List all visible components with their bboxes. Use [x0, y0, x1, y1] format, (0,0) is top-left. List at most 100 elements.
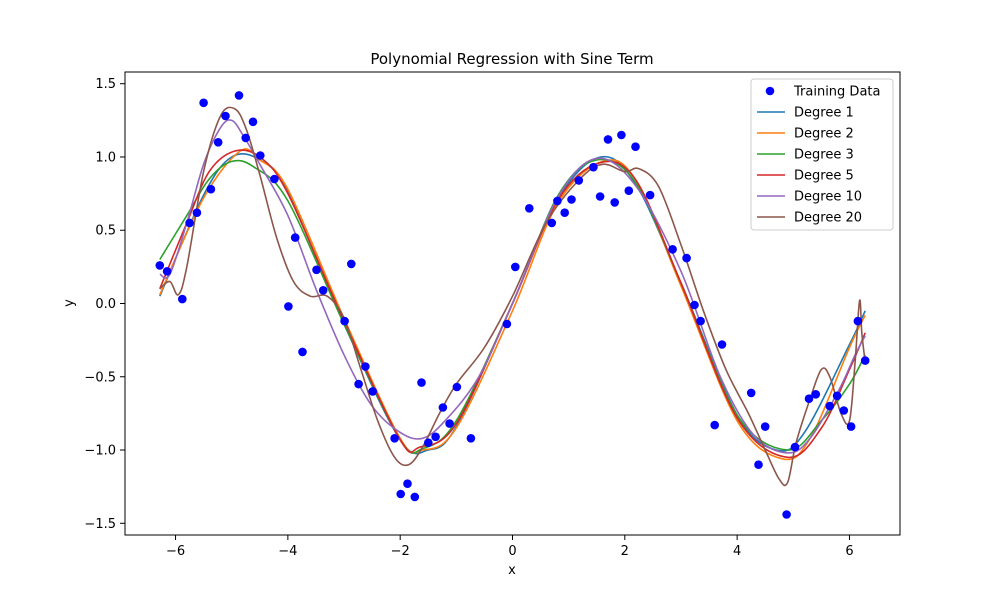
training-point: [610, 198, 619, 207]
training-point: [255, 151, 265, 160]
legend-label: Degree 1: [794, 106, 854, 121]
training-point: [682, 253, 691, 263]
training-point: [567, 195, 576, 204]
legend-box: [750, 78, 894, 231]
training-point: [754, 460, 763, 470]
training-point: [155, 261, 165, 270]
training-point: [839, 406, 849, 415]
x-tick-label: −2: [391, 544, 410, 559]
training-point: [234, 91, 244, 100]
series-line-degree-20: [159, 106, 866, 487]
x-tick-label: −6: [166, 544, 185, 559]
training-point: [574, 176, 584, 185]
training-point: [438, 403, 448, 412]
legend-label: Degree 5: [794, 169, 854, 184]
training-point: [241, 133, 250, 143]
y-axis: −1.5 −1.0 −0.5 0.0 0.5 1.0 1.5: [84, 77, 125, 532]
training-point: [298, 347, 307, 357]
legend: Training Data Degree 1 Degree 2 Degree 3 Deg…: [750, 78, 894, 231]
training-point: [696, 316, 705, 326]
training-point: [811, 390, 821, 399]
legend-label: Degree 20: [794, 211, 862, 226]
training-point: [690, 300, 699, 310]
training-point: [782, 510, 791, 519]
training-point: [560, 208, 569, 217]
legend-label: Degree 3: [794, 148, 854, 163]
training-point: [318, 286, 328, 295]
legend-swatch: [765, 86, 775, 96]
training-point: [410, 492, 420, 502]
training-point: [206, 184, 216, 194]
training-point: [717, 340, 727, 349]
y-axis-label: y: [62, 299, 77, 307]
x-axis-label: x: [508, 563, 516, 578]
y-tick-label: −0.5: [84, 370, 116, 385]
scatter-layer: [155, 91, 870, 519]
training-point: [617, 130, 626, 140]
training-point: [525, 204, 534, 213]
y-tick-label: 0.5: [95, 224, 116, 239]
training-point: [466, 434, 476, 443]
y-tick-label: 0.0: [95, 297, 116, 312]
x-tick-label: 0: [508, 544, 516, 559]
training-point: [511, 262, 520, 272]
chart-title: Polynomial Regression with Sine Term: [370, 50, 653, 68]
training-point: [417, 378, 426, 387]
training-point: [162, 267, 172, 276]
training-point: [832, 391, 842, 401]
training-point: [312, 265, 321, 275]
training-point: [403, 479, 412, 489]
y-tick-label: 1.0: [95, 150, 116, 165]
training-point: [452, 382, 462, 392]
training-point: [290, 233, 300, 242]
training-point: [603, 135, 613, 144]
training-point: [192, 208, 202, 217]
training-point: [390, 434, 399, 443]
training-point: [213, 138, 223, 147]
training-point: [645, 190, 655, 200]
y-tick-label: −1.0: [84, 444, 116, 459]
training-point: [846, 422, 856, 431]
training-point: [668, 245, 677, 254]
y-tick-label: −1.5: [84, 517, 116, 532]
x-tick-label: 6: [845, 544, 853, 559]
series-line-degree-2: [159, 148, 866, 461]
legend-label: Training Data: [793, 85, 880, 100]
x-tick-label: 2: [621, 544, 629, 559]
training-point: [396, 489, 406, 499]
training-point: [710, 420, 719, 430]
training-point: [502, 319, 512, 329]
training-point: [185, 218, 194, 228]
training-point: [589, 162, 598, 172]
training-point: [431, 432, 440, 442]
training-point: [347, 259, 356, 269]
training-point: [424, 438, 433, 448]
training-point: [361, 362, 370, 371]
training-point: [746, 388, 756, 398]
training-point: [631, 142, 640, 151]
training-point: [199, 98, 208, 108]
x-tick-label: −4: [278, 544, 297, 559]
training-point: [270, 174, 279, 184]
training-point: [445, 419, 454, 428]
series-layer: [159, 106, 866, 487]
x-axis: −6 −4 −2 0 2 4 6: [166, 535, 854, 559]
training-point: [221, 111, 230, 121]
training-point: [284, 302, 293, 311]
training-point: [804, 394, 814, 404]
training-point: [248, 117, 258, 127]
x-tick-label: 4: [733, 544, 741, 559]
training-point: [853, 316, 863, 326]
training-point: [368, 387, 378, 396]
legend-label: Degree 10: [794, 190, 862, 205]
training-point: [760, 422, 770, 431]
training-point: [547, 218, 557, 228]
training-point: [624, 186, 634, 195]
training-point: [340, 316, 349, 326]
training-point: [790, 442, 800, 452]
training-point: [354, 379, 363, 389]
legend-label: Degree 2: [794, 127, 854, 142]
y-tick-label: 1.5: [95, 77, 116, 92]
training-point: [553, 196, 562, 206]
